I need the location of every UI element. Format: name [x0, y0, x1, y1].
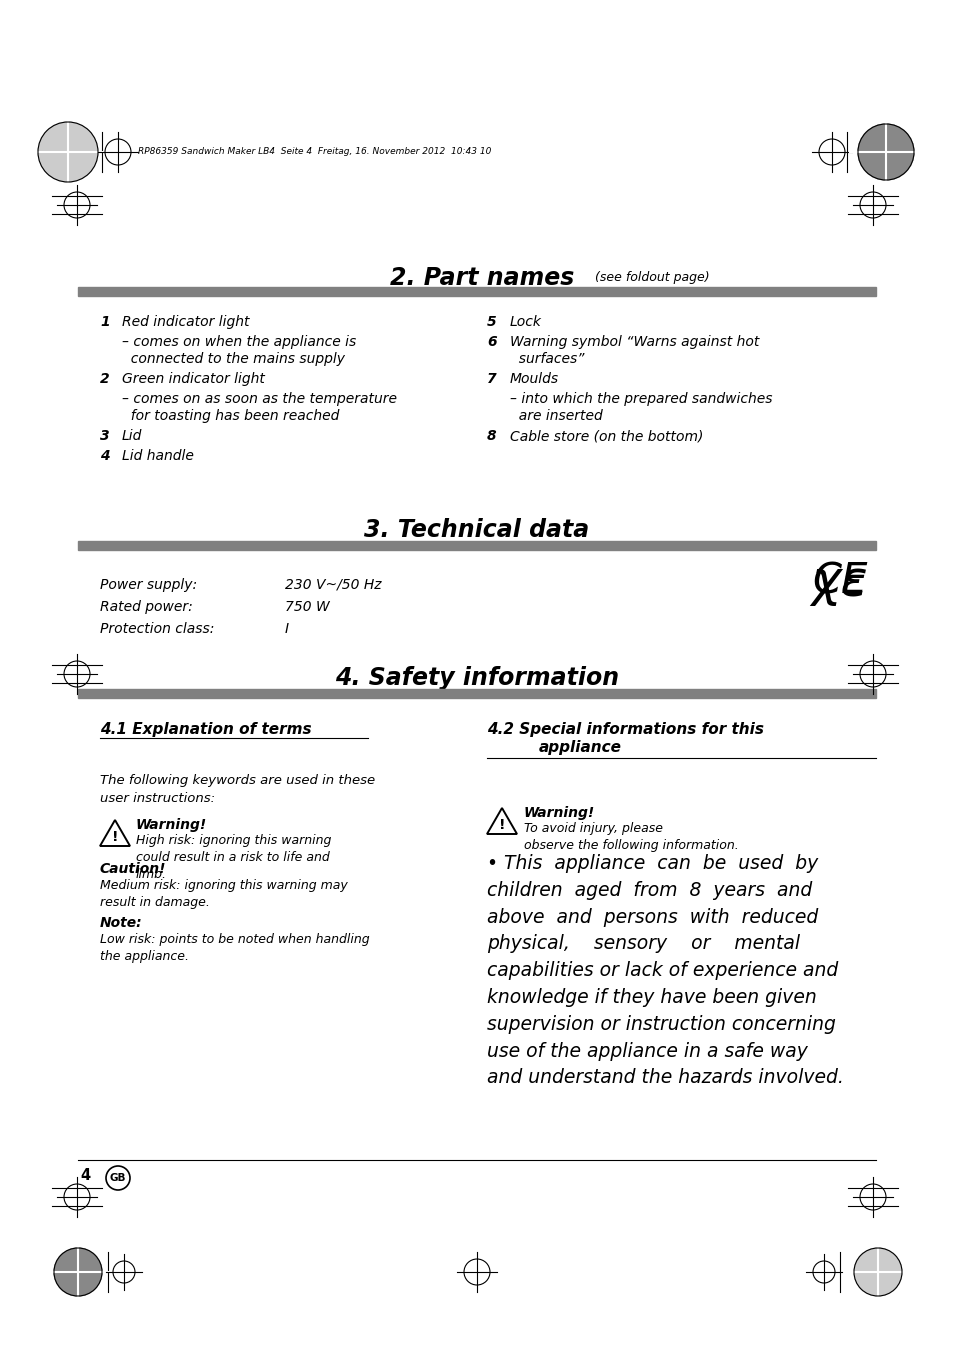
Text: χε: χε [811, 558, 867, 607]
Text: – comes on as soon as the temperature: – comes on as soon as the temperature [122, 392, 396, 407]
Text: 3. Technical data: 3. Technical data [364, 517, 589, 542]
Text: – into which the prepared sandwiches: – into which the prepared sandwiches [510, 392, 772, 407]
Text: Protection class:: Protection class: [100, 621, 214, 636]
Text: !: ! [112, 830, 118, 844]
Text: • This  appliance  can  be  used  by
children  aged  from  8  years  and
above  : • This appliance can be used by children… [486, 854, 843, 1088]
Text: 5: 5 [486, 315, 497, 330]
Text: 7: 7 [486, 372, 497, 386]
Text: Medium risk: ignoring this warning may
result in damage.: Medium risk: ignoring this warning may r… [100, 880, 348, 909]
Text: Note:: Note: [100, 916, 143, 929]
Circle shape [54, 1248, 102, 1296]
Text: Lock: Lock [510, 315, 541, 330]
Circle shape [853, 1248, 901, 1296]
Text: Lid handle: Lid handle [122, 449, 193, 463]
Text: I: I [285, 621, 289, 636]
Text: 2: 2 [100, 372, 110, 386]
Text: – comes on when the appliance is: – comes on when the appliance is [122, 335, 355, 349]
Text: 750 W: 750 W [285, 600, 330, 613]
Text: 4: 4 [80, 1169, 90, 1183]
Text: connected to the mains supply: connected to the mains supply [122, 353, 345, 366]
Text: GB: GB [110, 1173, 126, 1183]
Text: RP86359 Sandwich Maker LB4  Seite 4  Freitag, 16. November 2012  10:43 10: RP86359 Sandwich Maker LB4 Seite 4 Freit… [138, 147, 491, 157]
Text: Caution!: Caution! [100, 862, 167, 875]
Text: Moulds: Moulds [510, 372, 558, 386]
Text: Cable store (on the bottom): Cable store (on the bottom) [510, 430, 702, 443]
Text: The following keywords are used in these
user instructions:: The following keywords are used in these… [100, 774, 375, 805]
Circle shape [857, 124, 913, 180]
Text: Warning!: Warning! [523, 807, 595, 820]
Text: Rated power:: Rated power: [100, 600, 193, 613]
Text: Red indicator light: Red indicator light [122, 315, 250, 330]
Text: 230 V~/50 Hz: 230 V~/50 Hz [285, 578, 381, 592]
Text: Power supply:: Power supply: [100, 578, 197, 592]
Bar [78, 286, 875, 296]
Bar [78, 540, 875, 550]
Text: CE: CE [811, 561, 867, 603]
Text: 3: 3 [100, 430, 110, 443]
Text: To avoid injury, please
observe the following information.: To avoid injury, please observe the foll… [523, 821, 738, 852]
Text: appliance: appliance [538, 740, 621, 755]
Text: High risk: ignoring this warning
could result in a risk to life and
limb.: High risk: ignoring this warning could r… [136, 834, 331, 881]
Text: 4. Safety information: 4. Safety information [335, 666, 618, 690]
Text: !: ! [498, 817, 505, 832]
Text: 4.2 Special informations for this: 4.2 Special informations for this [486, 721, 763, 738]
Text: 2. Part names: 2. Part names [390, 266, 574, 290]
Text: are inserted: are inserted [510, 409, 602, 423]
Text: Warning symbol “Warns against hot: Warning symbol “Warns against hot [510, 335, 759, 349]
Text: (see foldout page): (see foldout page) [595, 272, 709, 285]
Circle shape [38, 122, 98, 182]
Text: Low risk: points to be noted when handling
the appliance.: Low risk: points to be noted when handli… [100, 934, 369, 963]
Text: for toasting has been reached: for toasting has been reached [122, 409, 339, 423]
Text: Green indicator light: Green indicator light [122, 372, 265, 386]
Text: 1: 1 [100, 315, 110, 330]
Bar [78, 689, 875, 698]
Text: Lid: Lid [122, 430, 142, 443]
Text: 6: 6 [486, 335, 497, 349]
Text: Warning!: Warning! [136, 817, 207, 832]
Text: surfaces”: surfaces” [510, 353, 584, 366]
Text: 4: 4 [100, 449, 110, 463]
Text: 8: 8 [486, 430, 497, 443]
Text: 4.1 Explanation of terms: 4.1 Explanation of terms [100, 721, 312, 738]
